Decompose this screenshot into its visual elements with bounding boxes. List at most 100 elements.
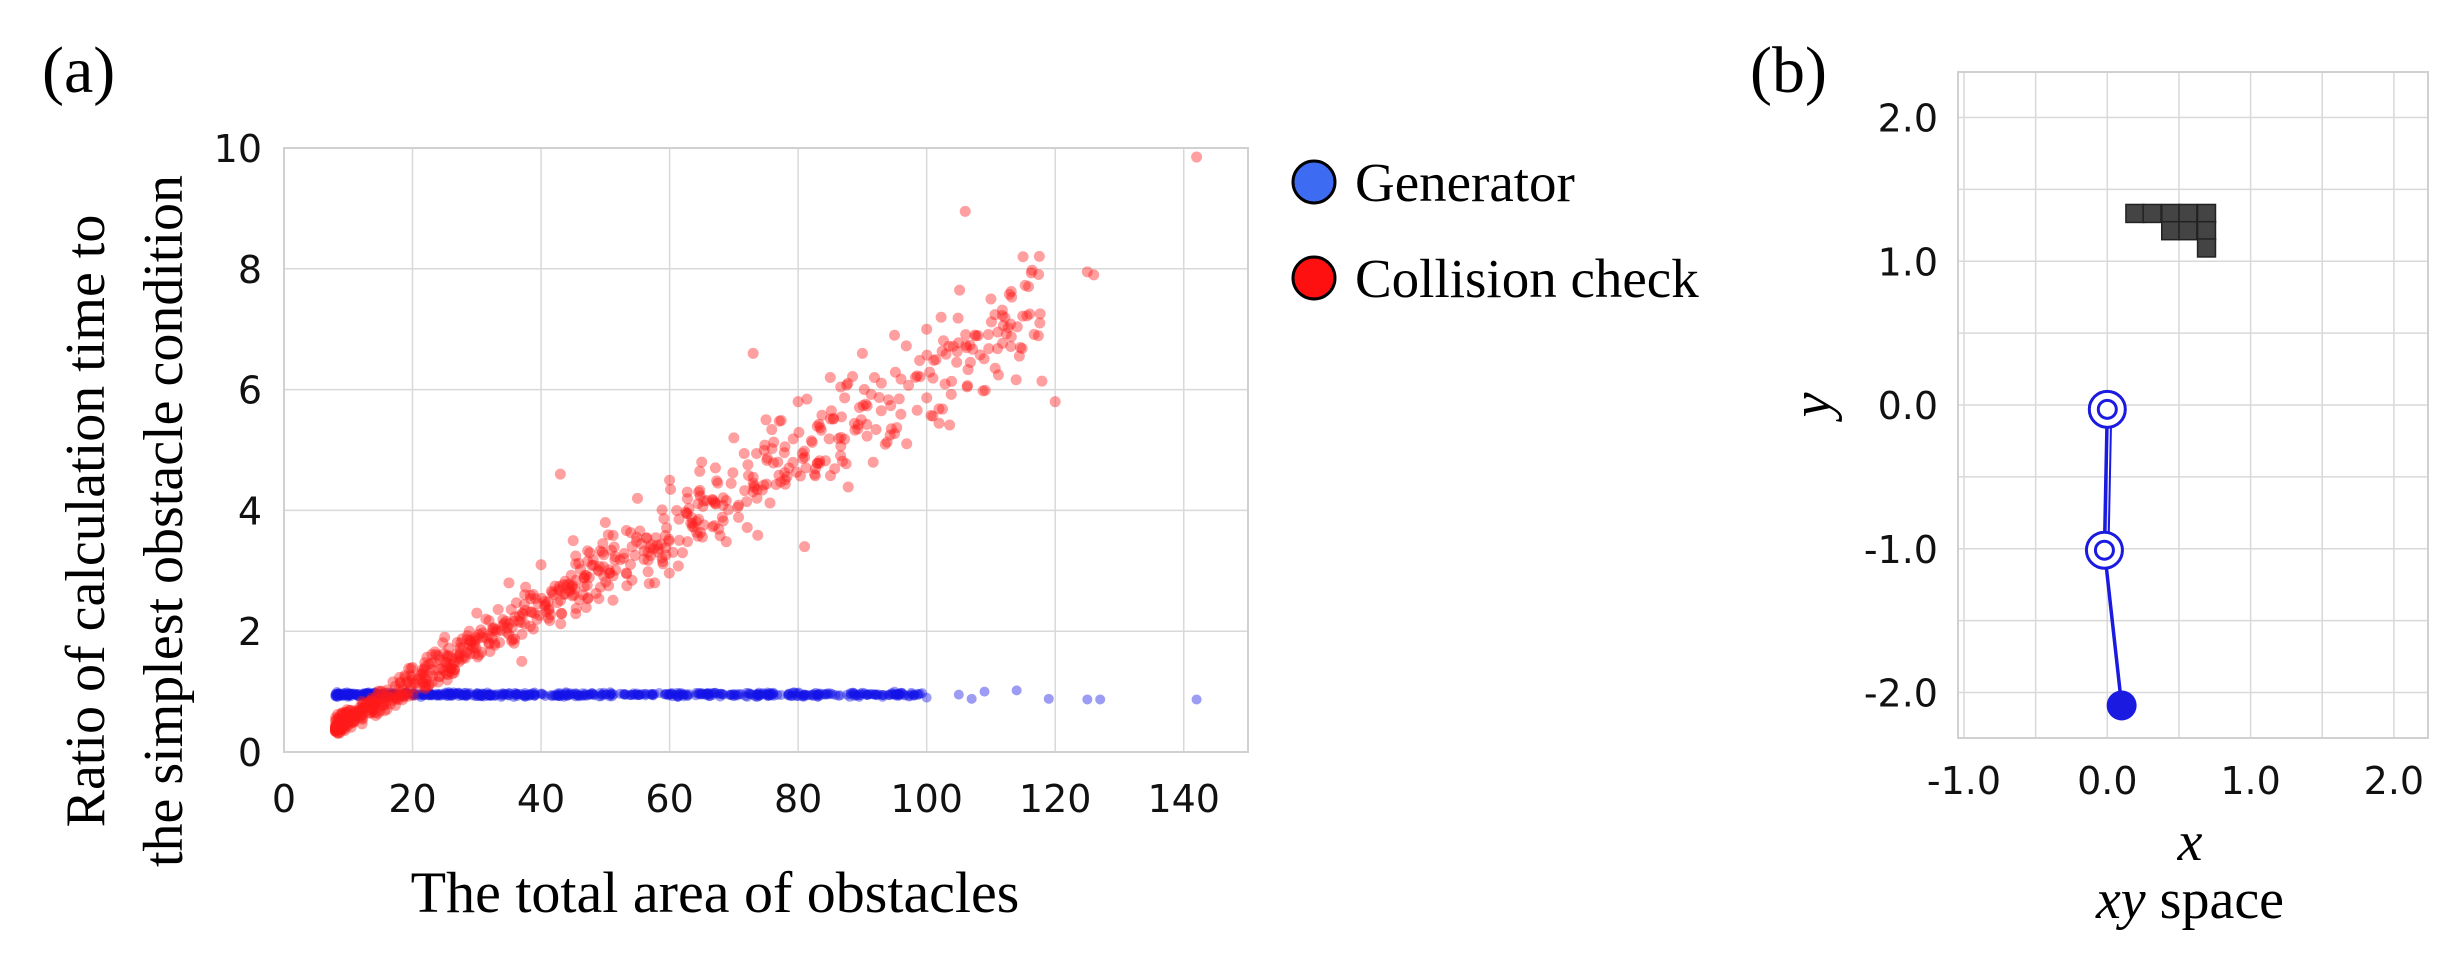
collision-point bbox=[509, 633, 521, 645]
collision-point bbox=[336, 721, 348, 733]
generator-point bbox=[470, 691, 481, 702]
collision-point bbox=[346, 711, 358, 723]
collision-point bbox=[438, 664, 450, 676]
generator-point bbox=[337, 691, 348, 702]
collision-point bbox=[418, 670, 430, 682]
collision-point bbox=[353, 704, 365, 716]
generator-point bbox=[912, 688, 923, 699]
collision-point bbox=[503, 628, 515, 640]
collision-point bbox=[330, 722, 342, 734]
generator-point bbox=[917, 688, 928, 699]
generator-point bbox=[666, 688, 677, 699]
collision-point bbox=[505, 603, 517, 615]
collision-point bbox=[772, 456, 784, 468]
collision-point bbox=[996, 310, 1008, 322]
collision-point bbox=[332, 709, 344, 721]
collision-point bbox=[741, 496, 753, 508]
generator-point bbox=[341, 690, 352, 701]
collision-point bbox=[469, 638, 481, 650]
collision-point bbox=[463, 639, 475, 651]
collision-point bbox=[761, 454, 773, 466]
collision-point bbox=[962, 364, 974, 376]
collision-point bbox=[405, 681, 417, 693]
generator-point bbox=[538, 689, 549, 700]
collision-point bbox=[399, 669, 411, 681]
generator-point bbox=[892, 689, 903, 700]
collision-point bbox=[433, 671, 445, 683]
generator-point bbox=[367, 690, 378, 701]
collision-point bbox=[680, 506, 692, 518]
panel-a-x-tick-label: 0 bbox=[272, 777, 296, 821]
generator-point bbox=[793, 691, 804, 702]
collision-point bbox=[860, 398, 872, 410]
generator-point bbox=[363, 689, 374, 700]
collision-point bbox=[333, 720, 345, 732]
series-generator bbox=[330, 685, 1202, 705]
generator-point bbox=[899, 689, 910, 700]
collision-point bbox=[330, 722, 342, 734]
collision-point bbox=[330, 719, 342, 731]
generator-point bbox=[392, 689, 403, 700]
collision-point bbox=[600, 576, 612, 588]
collision-point bbox=[760, 414, 772, 426]
collision-point bbox=[368, 696, 380, 708]
generator-point bbox=[482, 687, 493, 698]
collision-point bbox=[441, 652, 453, 664]
panel-b-obstacle bbox=[2125, 203, 2217, 258]
collision-point bbox=[747, 486, 759, 498]
collision-point bbox=[671, 504, 683, 516]
generator-point bbox=[570, 691, 581, 702]
generator-point bbox=[441, 689, 452, 700]
collision-point bbox=[341, 712, 353, 724]
collision-point bbox=[353, 709, 365, 721]
collision-point bbox=[408, 677, 420, 689]
collision-point bbox=[525, 606, 537, 618]
collision-point bbox=[482, 630, 494, 642]
collision-point bbox=[459, 652, 471, 664]
collision-point bbox=[642, 566, 654, 578]
collision-point bbox=[598, 561, 610, 573]
collision-point bbox=[607, 529, 619, 541]
generator-point bbox=[572, 690, 583, 701]
collision-point bbox=[582, 545, 594, 557]
collision-point bbox=[842, 377, 854, 389]
collision-point bbox=[532, 598, 544, 610]
collision-point bbox=[382, 691, 394, 703]
generator-point bbox=[921, 692, 932, 703]
collision-point bbox=[914, 354, 926, 366]
collision-point bbox=[402, 676, 414, 688]
panel-b-caption-text: space bbox=[2160, 869, 2284, 931]
generator-point bbox=[377, 688, 388, 699]
collision-point bbox=[829, 463, 841, 475]
collision-point bbox=[366, 702, 378, 714]
collision-point bbox=[483, 638, 495, 650]
generator-point bbox=[757, 689, 768, 700]
generator-point bbox=[884, 690, 895, 701]
generator-point bbox=[715, 691, 726, 702]
panel-a-x-tick-label: 60 bbox=[645, 777, 693, 821]
collision-point bbox=[650, 532, 662, 544]
collision-point bbox=[365, 694, 377, 706]
collision-point bbox=[578, 572, 590, 584]
collision-point bbox=[416, 673, 428, 685]
collision-point bbox=[733, 499, 745, 511]
generator-point bbox=[904, 690, 915, 701]
collision-point bbox=[433, 664, 445, 676]
generator-point bbox=[362, 688, 373, 699]
collision-point bbox=[909, 371, 921, 383]
collision-point bbox=[341, 711, 353, 723]
generator-point bbox=[509, 689, 520, 700]
generator-point bbox=[640, 689, 651, 700]
generator-point bbox=[693, 688, 704, 699]
collision-point bbox=[354, 702, 366, 714]
collision-point bbox=[516, 628, 528, 640]
generator-point bbox=[511, 689, 522, 700]
collision-point bbox=[363, 707, 375, 719]
generator-point bbox=[338, 689, 349, 700]
generator-point bbox=[385, 689, 396, 700]
collision-point bbox=[673, 534, 685, 546]
generator-point bbox=[378, 689, 389, 700]
generator-point bbox=[432, 690, 443, 701]
collision-point bbox=[816, 409, 828, 421]
generator-point bbox=[503, 690, 514, 701]
